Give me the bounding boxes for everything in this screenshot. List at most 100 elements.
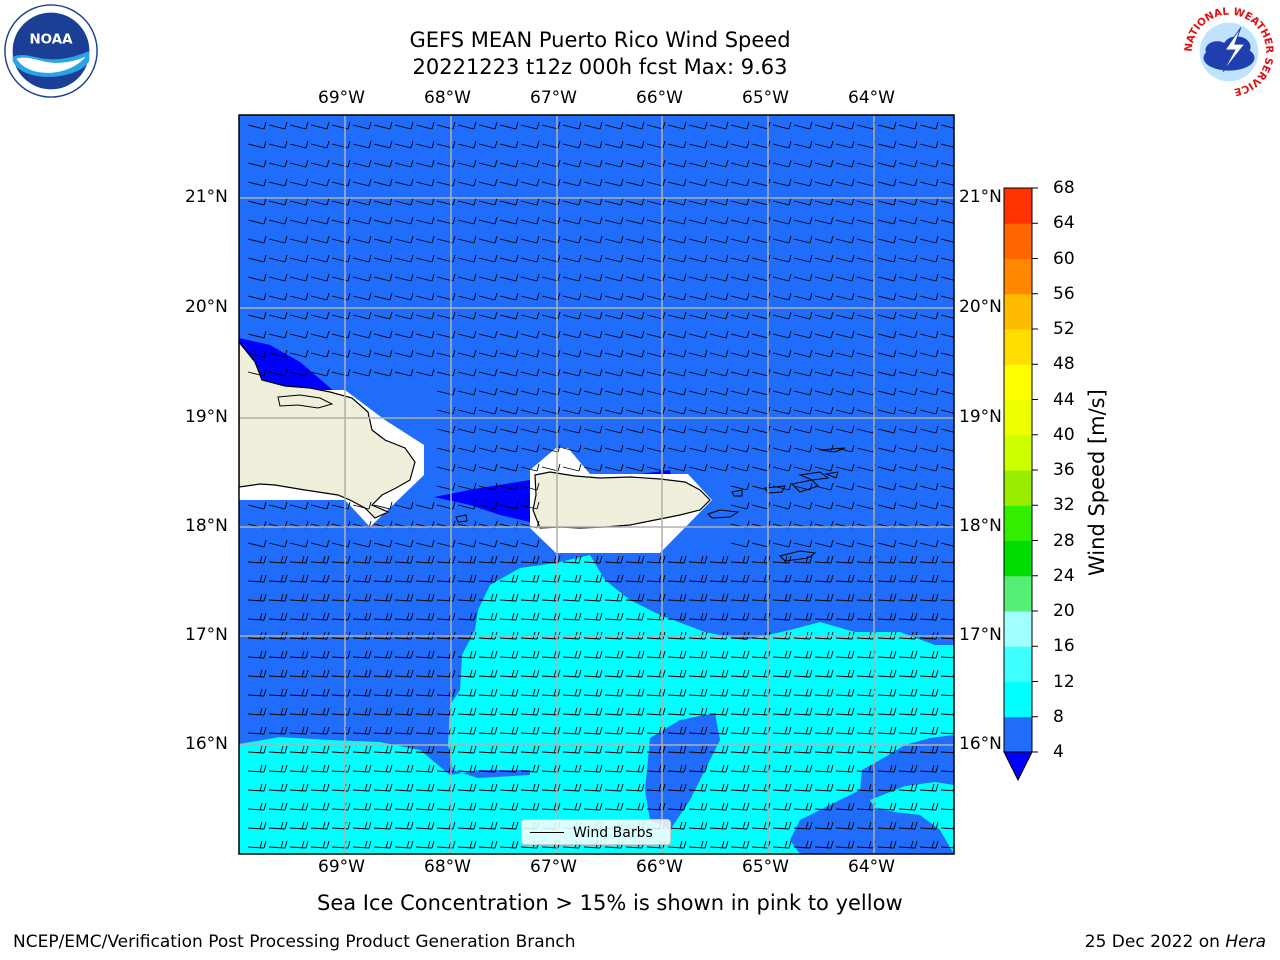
nws-logo: NATIONAL WEATHER SERVICE <box>1180 3 1278 105</box>
wind-barb <box>562 178 582 187</box>
wind-barb <box>478 764 498 773</box>
wind-barb <box>520 330 540 339</box>
wind-barb <box>898 650 918 659</box>
wind-barb <box>541 349 561 358</box>
wind-barb <box>268 650 288 659</box>
wind-barb <box>520 612 540 621</box>
wind-barb <box>625 593 645 602</box>
wind-barb <box>247 726 267 735</box>
colorbar-tick-label: 68 <box>1053 178 1075 198</box>
wind-barb <box>835 612 855 621</box>
colorbar-block <box>1004 258 1032 295</box>
wind-barb <box>772 235 792 244</box>
wind-barb <box>814 463 834 472</box>
wind-barb <box>373 821 393 830</box>
wind-barb <box>310 235 330 244</box>
lat-label-right-19n: 19°N <box>959 407 1002 427</box>
wind-barb <box>772 650 792 659</box>
wind-barb <box>415 178 435 187</box>
wind-barb <box>814 764 834 773</box>
wind-barb <box>541 612 561 621</box>
wind-barb <box>310 688 330 697</box>
wind-barb <box>562 311 582 320</box>
wind-barb <box>793 821 813 830</box>
wind-barb <box>562 425 582 434</box>
wind-barb <box>289 254 309 263</box>
wind-barb <box>646 140 666 149</box>
wind-barb <box>562 707 582 716</box>
wind-barb <box>604 197 624 206</box>
wind-barb <box>394 121 414 130</box>
wind-barb <box>814 235 834 244</box>
wind-barb <box>835 216 855 225</box>
wind-barb <box>415 273 435 282</box>
wind-barb <box>415 368 435 377</box>
wind-barb <box>646 368 666 377</box>
wind-barb <box>646 726 666 735</box>
wind-barb <box>940 523 954 528</box>
wind-barb <box>520 764 540 773</box>
wind-barb <box>289 612 309 621</box>
wind-barb <box>835 593 855 602</box>
wind-barb <box>940 238 954 243</box>
wind-barb <box>877 707 897 716</box>
wind-barb <box>268 707 288 716</box>
wind-barb <box>877 593 897 602</box>
wind-barb <box>730 349 750 358</box>
wind-barb <box>352 840 372 849</box>
lat-label-left-19n: 19°N <box>185 407 228 427</box>
wind-barb <box>709 444 729 453</box>
wind-barb <box>289 311 309 320</box>
wind-barb <box>814 688 834 697</box>
wind-barb <box>310 273 330 282</box>
wind-barb <box>583 159 603 168</box>
wind-barb <box>604 707 624 716</box>
wind-barb <box>394 726 414 735</box>
wind-barb <box>562 745 582 754</box>
wind-barb <box>667 764 687 773</box>
wind-barb <box>478 273 498 282</box>
wind-barb <box>709 821 729 830</box>
wind-barb <box>772 216 792 225</box>
wind-barb <box>625 178 645 187</box>
wind-barb <box>688 235 708 244</box>
wind-barb <box>667 159 687 168</box>
wind-barb <box>541 463 561 472</box>
wind-barb <box>520 539 540 548</box>
wind-barb <box>520 178 540 187</box>
wind-barb <box>247 650 267 659</box>
wind-barb <box>877 121 897 130</box>
wind-barb <box>688 330 708 339</box>
wind-barb <box>877 330 897 339</box>
wind-barb <box>583 292 603 301</box>
wind-barb <box>520 387 540 396</box>
wind-barb <box>520 444 540 453</box>
wind-barb <box>709 330 729 339</box>
wind-barb <box>583 235 603 244</box>
wind-barb <box>793 273 813 282</box>
wind-barb <box>478 482 498 491</box>
wind-barb <box>772 821 792 830</box>
wind-barb <box>646 406 666 415</box>
wind-barb <box>478 387 498 396</box>
wind-barb <box>562 292 582 301</box>
wind-barb <box>772 802 792 811</box>
wind-barb <box>604 726 624 735</box>
wind-barb <box>667 574 687 583</box>
wind-barb <box>919 216 939 225</box>
wind-barb <box>625 764 645 773</box>
wind-barb <box>499 178 519 187</box>
lon-label-top-65w: 65°W <box>742 88 789 108</box>
wind-barb <box>625 802 645 811</box>
wind-barb <box>667 444 687 453</box>
wind-barb <box>478 292 498 301</box>
wind-barb <box>289 368 309 377</box>
colorbar-block <box>1004 646 1032 682</box>
wind-barb <box>478 121 498 130</box>
wind-barb <box>562 650 582 659</box>
wind-barb <box>541 387 561 396</box>
wind-barb <box>667 330 687 339</box>
colorbar-tick-label: 52 <box>1053 319 1075 339</box>
wind-barb <box>415 840 435 849</box>
wind-barb <box>814 159 834 168</box>
